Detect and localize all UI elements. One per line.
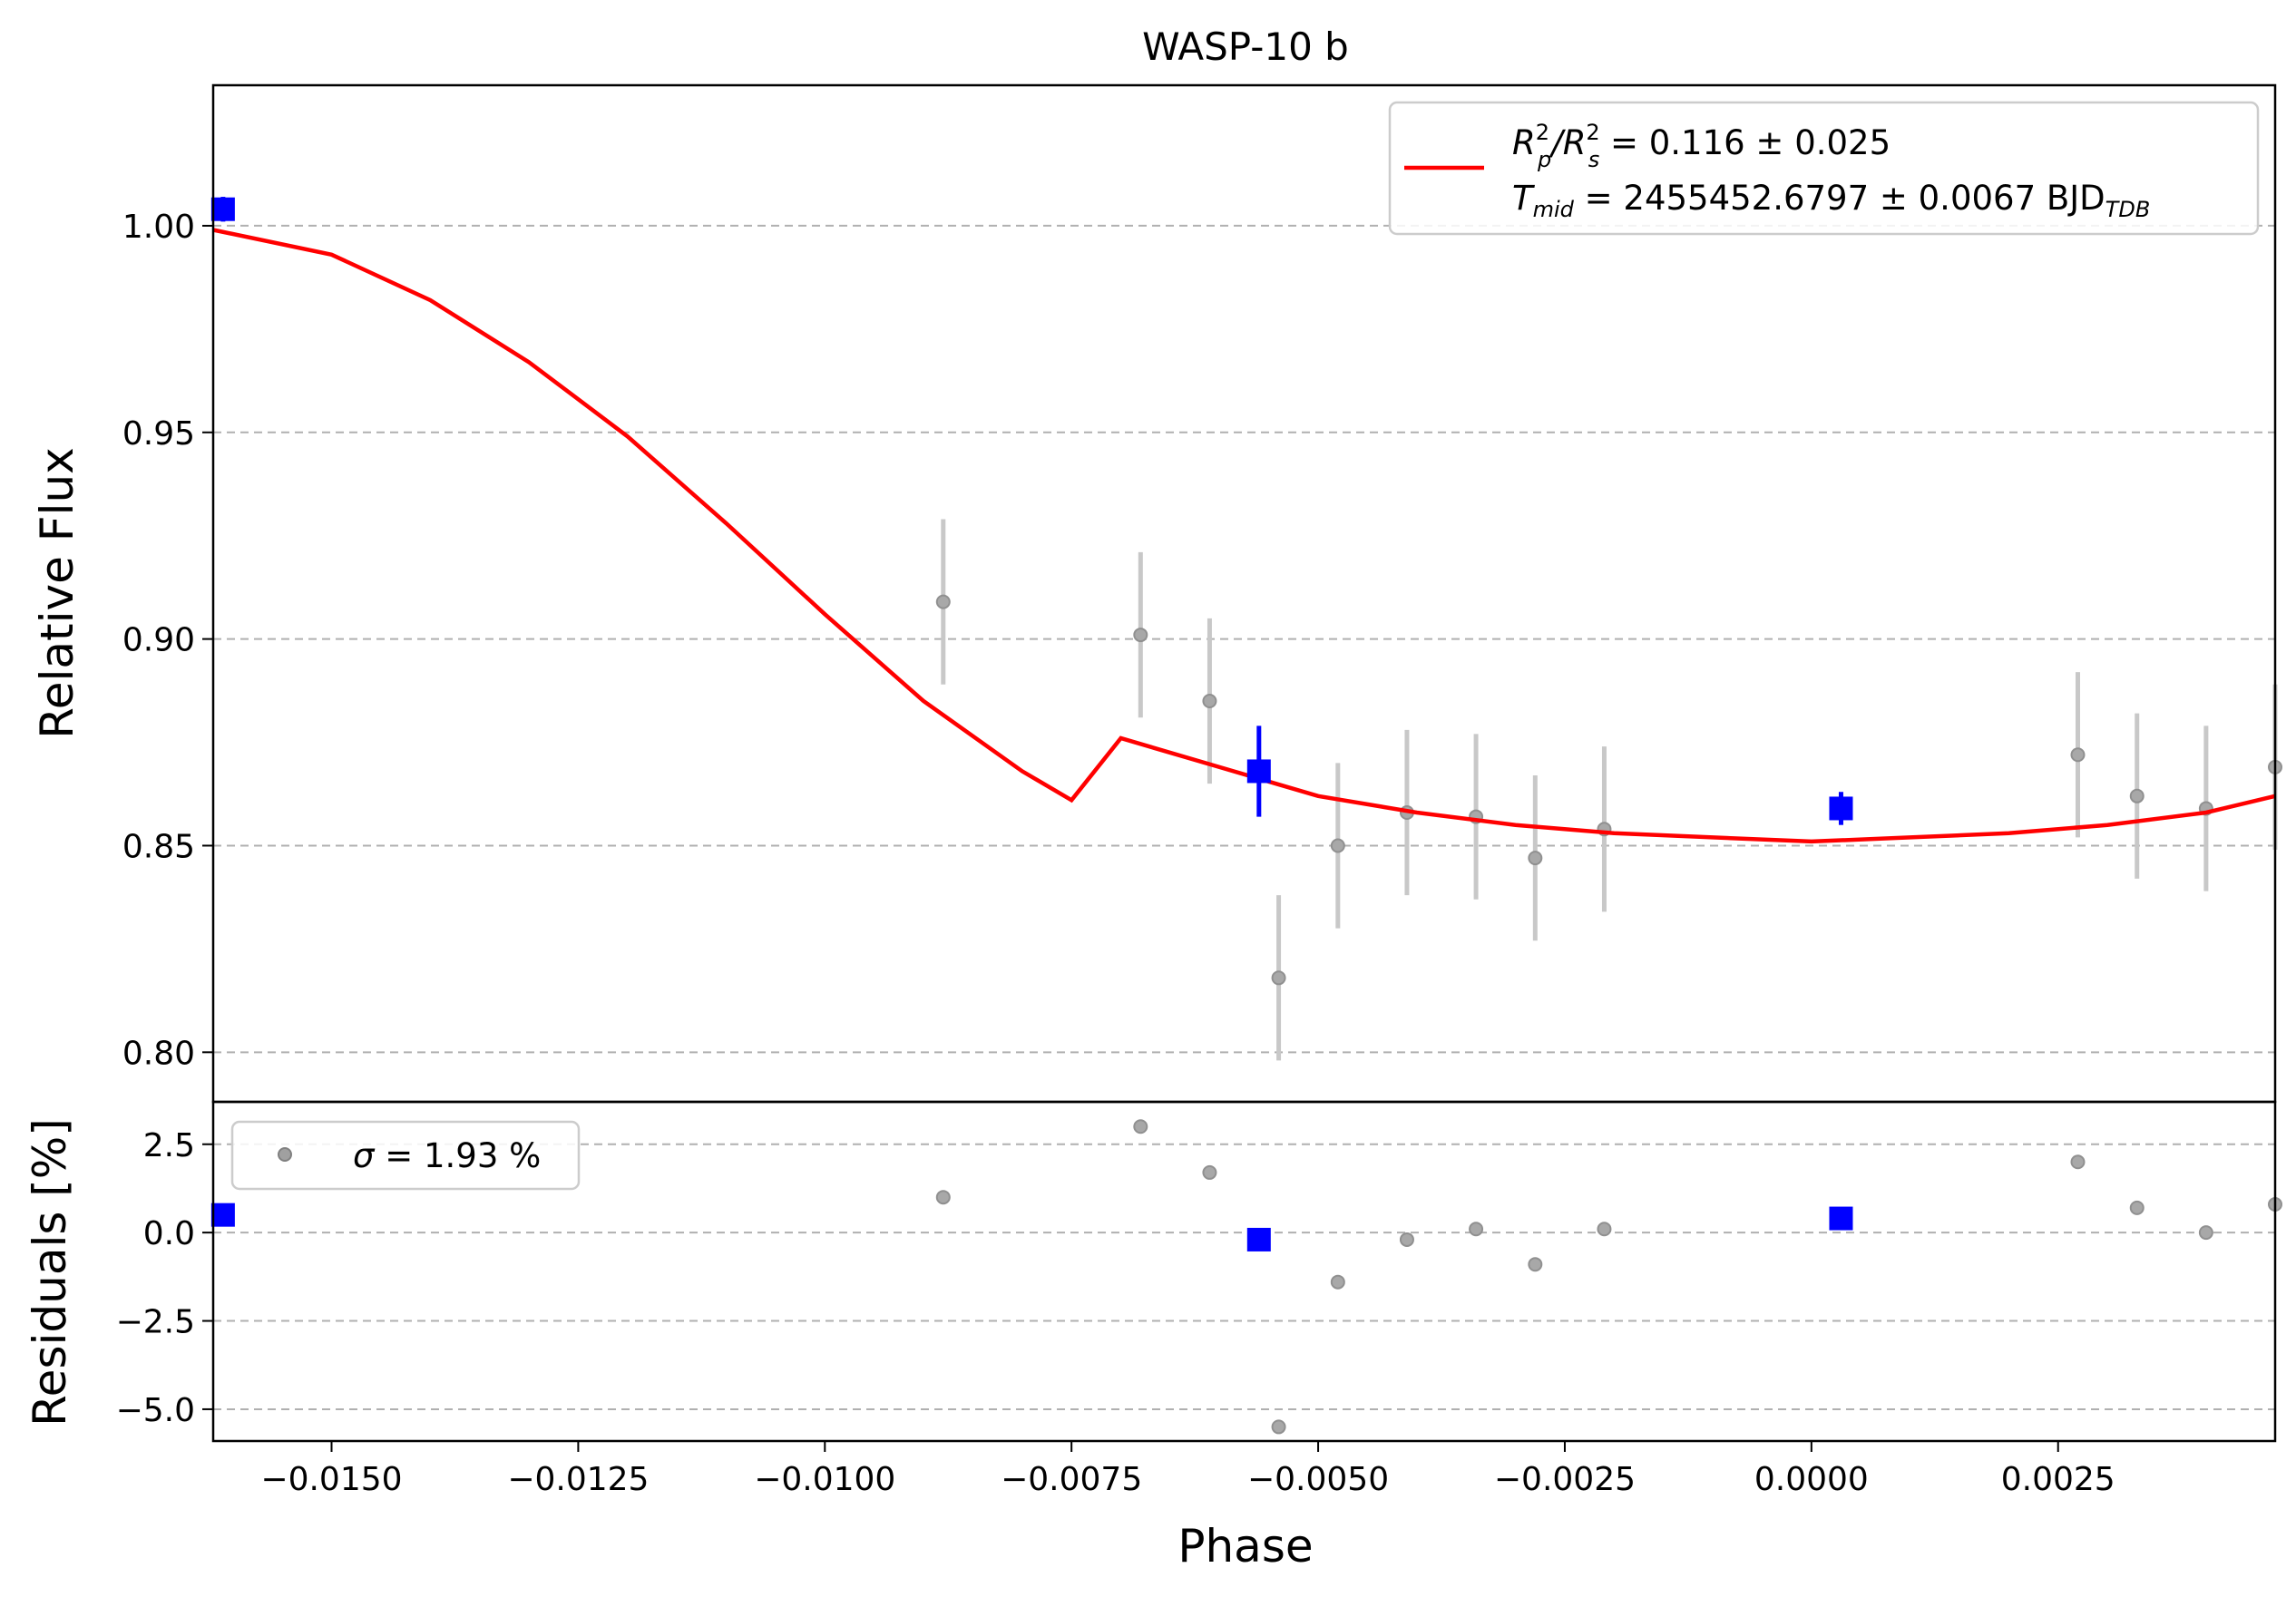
- flux-legend-depth: R2 p/R2 s = 0.116 ± 0.025: [1512, 120, 1891, 172]
- flux-legend: R2 p/R2 s = 0.116 ± 0.025 Tmid = 2455452.6…: [1388, 101, 2260, 236]
- x-tick-label: −0.0075: [1001, 1461, 1142, 1498]
- x-tick-label: 0.0025: [2001, 1461, 2115, 1498]
- residuals-panel-frame: [211, 1100, 2277, 1443]
- flux-raw-point: [1528, 851, 1543, 866]
- x-tick-label: −0.0125: [507, 1461, 649, 1498]
- residual-binned-points: [210, 1203, 1853, 1251]
- chart-title: WASP-10 b: [1142, 24, 1349, 69]
- x-tick-label: −0.0050: [1247, 1461, 1389, 1498]
- flux-y-axis-title: Relative Flux: [31, 447, 83, 738]
- flux-panel: 0.80 0.85 0.90 0.95 1.00 Relative Flux R2 p/R…: [31, 83, 2282, 1104]
- residual-legend: σ = 1.93 %: [230, 1120, 581, 1191]
- residual-raw-points: [935, 1119, 2282, 1435]
- residual-raw-point: [1330, 1274, 1345, 1290]
- flux-raw-point: [1202, 693, 1217, 708]
- residual-raw-point: [1202, 1164, 1217, 1180]
- residual-y-tick-label: 0.0: [143, 1215, 195, 1252]
- flux-y-tick-label: 1.00: [122, 209, 195, 246]
- residual-legend-label: σ = 1.93 %: [353, 1136, 541, 1175]
- flux-binned-points: [210, 197, 1853, 825]
- residual-raw-point: [1399, 1232, 1414, 1247]
- residual-y-ticks: −5.0 −2.5 0.0 2.5: [116, 1127, 213, 1429]
- residual-binned-point: [1246, 1227, 1271, 1251]
- residual-raw-point: [1597, 1222, 1612, 1237]
- residuals-panel: −5.0 −2.5 0.0 2.5 Residuals [%] σ = 1.93 %: [24, 1100, 2282, 1443]
- flux-raw-point: [1133, 628, 1148, 643]
- flux-binned-point: [1246, 759, 1271, 784]
- flux-y-tick-label: 0.95: [122, 415, 195, 453]
- x-tick-label: −0.0100: [754, 1461, 895, 1498]
- flux-raw-points: [935, 519, 2282, 1061]
- flux-binned-point: [210, 197, 235, 221]
- flux-panel-frame: [211, 83, 2277, 1104]
- residual-raw-point: [1133, 1119, 1148, 1134]
- x-tick-label: −0.0150: [260, 1461, 402, 1498]
- residual-binned-point: [210, 1203, 235, 1227]
- flux-y-tick-label: 0.85: [122, 828, 195, 865]
- transit-model-curve: [212, 228, 2276, 844]
- phase-x-axis-title: Phase: [1177, 1520, 1313, 1573]
- flux-raw-point: [1330, 838, 1345, 853]
- flux-y-tick-label: 0.90: [122, 622, 195, 659]
- residual-y-tick-label: −5.0: [116, 1392, 195, 1429]
- flux-binned-point: [1829, 796, 1853, 821]
- residual-raw-point: [2198, 1225, 2213, 1241]
- flux-legend-box: [1388, 101, 2260, 236]
- flux-legend-midtime: Tmid = 2455452.6797 ± 0.0067 BJDTDB: [1512, 179, 2150, 222]
- residual-y-tick-label: −2.5: [116, 1304, 195, 1341]
- x-tick-label: −0.0025: [1494, 1461, 1636, 1498]
- flux-raw-point: [2129, 788, 2145, 803]
- residual-raw-point: [935, 1190, 951, 1205]
- phase-x-ticks: −0.0150 −0.0125 −0.0100 −0.0075 −0.0050 −0.00…: [260, 1441, 2115, 1498]
- residual-y-tick-label: 2.5: [143, 1127, 195, 1164]
- flux-raw-point: [935, 594, 951, 609]
- residual-raw-point: [2070, 1154, 2086, 1170]
- flux-gridlines: [213, 224, 2275, 1054]
- x-tick-label: 0.0000: [1754, 1461, 1869, 1498]
- flux-raw-point: [1271, 970, 1286, 986]
- residual-raw-point: [2129, 1200, 2145, 1215]
- residual-y-axis-title: Residuals [%]: [24, 1118, 76, 1427]
- residual-legend-swatch: [278, 1147, 292, 1162]
- residual-binned-point: [1829, 1206, 1853, 1231]
- residual-legend-box: [230, 1120, 581, 1191]
- flux-raw-point: [2070, 747, 2086, 763]
- residual-raw-point: [1271, 1419, 1286, 1435]
- residual-raw-point: [1469, 1222, 1484, 1237]
- flux-y-ticks: 0.80 0.85 0.90 0.95 1.00: [122, 209, 213, 1072]
- flux-y-tick-label: 0.80: [122, 1035, 195, 1072]
- residual-raw-point: [1528, 1257, 1543, 1272]
